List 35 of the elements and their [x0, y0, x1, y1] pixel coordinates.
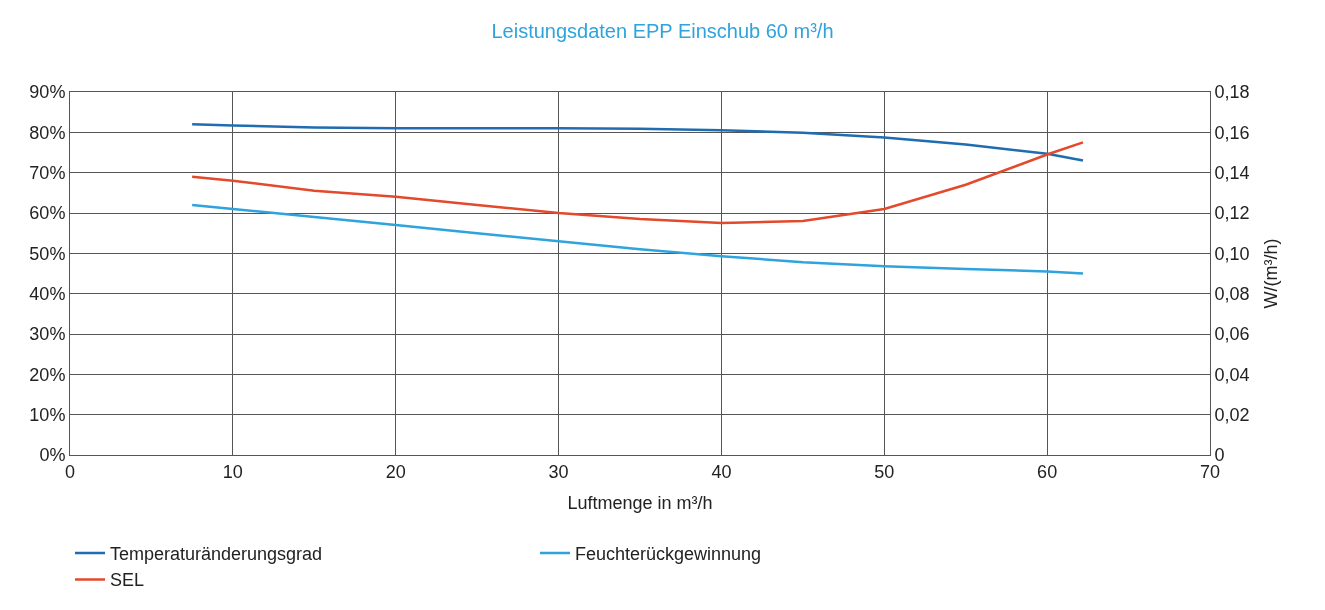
y2-tick-label: 0,10: [1214, 243, 1250, 264]
y-tick-label: 70%: [29, 162, 66, 183]
y-tick-label: 90%: [29, 82, 66, 103]
y2-tick-label: 0,04: [1214, 364, 1250, 385]
x-axis-title: Luftmenge in m³/h: [567, 492, 713, 513]
chart-title: Leistungsdaten EPP Einschub 60 m³/h: [491, 20, 834, 43]
y-tick-label: 0%: [39, 445, 66, 466]
y-tick-label: 50%: [29, 243, 66, 264]
legend-label: Feuchterückgewinnung: [575, 544, 762, 565]
x-tick-label: 30: [548, 461, 569, 482]
y2-tick-label: 0,14: [1214, 162, 1250, 183]
x-tick-label: 40: [711, 461, 732, 482]
line-series: [190, 141, 1085, 225]
line-series: [190, 123, 1085, 162]
y2-tick-label: 0,12: [1214, 203, 1250, 224]
y2-tick-label: 0,16: [1214, 122, 1250, 143]
x-tick-label: 20: [385, 461, 406, 482]
y-tick-label: 80%: [29, 122, 66, 143]
y-tick-label: 40%: [29, 283, 66, 304]
y-tick-label: 10%: [29, 404, 66, 425]
y2-tick-label: 0,06: [1214, 324, 1250, 345]
legend-label: Temperaturänderungsgrad: [110, 544, 323, 565]
y2-tick-label: 0,08: [1214, 283, 1250, 304]
line-series: [190, 203, 1085, 275]
legend-label: SEL: [110, 570, 145, 591]
x-tick-label: 10: [222, 461, 243, 482]
y-tick-label: 30%: [29, 324, 66, 345]
y-tick-label: 20%: [29, 364, 66, 385]
y-tick-label: 60%: [29, 203, 66, 224]
x-tick-label: 50: [874, 461, 895, 482]
x-tick-label: 60: [1037, 461, 1058, 482]
y2-tick-label: 0,18: [1214, 82, 1250, 103]
y2-tick-label: 0,02: [1214, 404, 1250, 425]
x-tick-label: 0: [64, 461, 76, 482]
y2-axis-title: W/(m³/h): [1260, 238, 1281, 309]
